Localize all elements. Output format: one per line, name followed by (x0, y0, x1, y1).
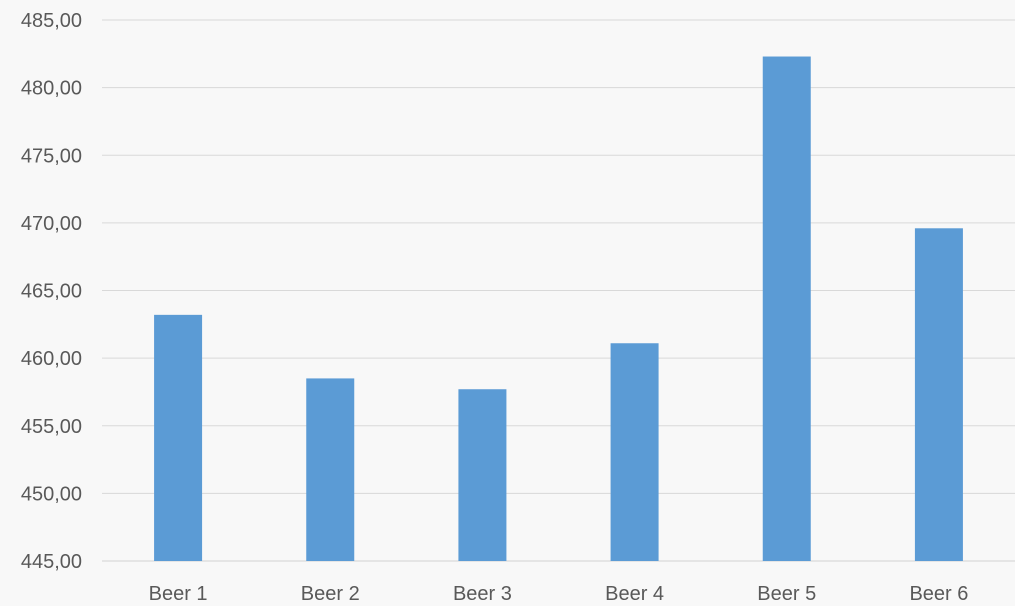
x-tick-label: Beer 1 (149, 583, 208, 605)
bar (914, 228, 963, 561)
y-tick-label: 480,00 (21, 78, 82, 100)
bar (610, 343, 659, 561)
x-tick-label: Beer 6 (909, 583, 968, 605)
y-tick-label: 475,00 (21, 145, 82, 167)
x-tick-label: Beer 4 (605, 583, 664, 605)
y-tick-label: 465,00 (21, 281, 82, 303)
x-axis-tick-labels: Beer 1 Beer 2 Beer 3 Beer 4 Beer 5 Beer 6 (149, 583, 969, 605)
y-tick-label: 470,00 (21, 213, 82, 235)
bar (458, 389, 507, 561)
y-tick-label: 485,00 (21, 10, 82, 32)
y-tick-label: 460,00 (21, 348, 82, 370)
y-tick-label: 450,00 (21, 483, 82, 505)
gridlines (102, 19, 1015, 562)
x-tick-label: Beer 5 (757, 583, 816, 605)
bar (762, 56, 811, 562)
bar (154, 314, 203, 561)
x-tick-label: Beer 3 (453, 583, 512, 605)
y-axis-tick-labels: 445,00 450,00 455,00 460,00 465,00 470,00 475,… (21, 10, 82, 573)
bars (154, 56, 963, 562)
x-tick-label: Beer 2 (301, 583, 360, 605)
bar (306, 378, 355, 561)
y-tick-label: 445,00 (21, 551, 82, 573)
y-tick-label: 455,00 (21, 416, 82, 438)
